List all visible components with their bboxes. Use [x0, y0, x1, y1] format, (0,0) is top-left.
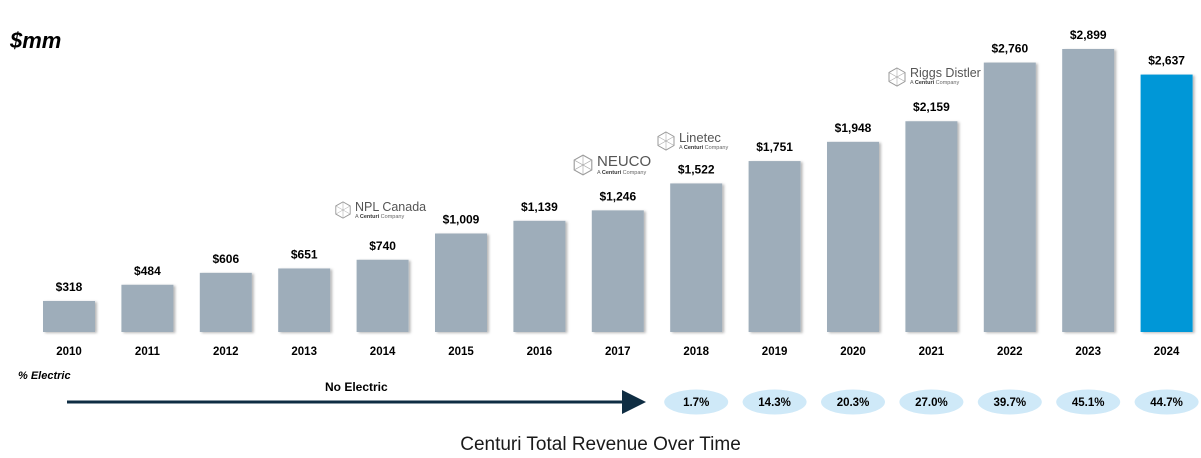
acquisition-tagline: A Centuri Company [355, 214, 405, 220]
acquisition-tagline: A Centuri Company [910, 80, 960, 86]
electric-pill-2024 [1134, 389, 1199, 415]
hexagon-logo-icon [573, 154, 593, 176]
x-tick-label-2012: 2012 [213, 346, 239, 358]
acquisition-name: NEUCO [597, 153, 652, 170]
electric-pill-2020 [821, 389, 885, 415]
value-label-2020: $1,948 [835, 121, 872, 135]
value-label-2010: $318 [56, 280, 83, 294]
value-label-2022: $2,760 [991, 42, 1028, 56]
value-label-2016: $1,139 [521, 200, 558, 214]
x-tick-label-2024: 2024 [1154, 346, 1180, 358]
acquisition-logo-riggs-distler: Riggs Distler A Centuri Company [887, 67, 981, 87]
value-label-2015: $1,009 [443, 213, 480, 227]
bar-2013 [278, 268, 331, 332]
x-tick-label-2013: 2013 [291, 346, 317, 358]
bar-2018 [670, 183, 723, 332]
x-tick-label-2017: 2017 [605, 346, 631, 358]
electric-pct-label-2022: 39.7% [993, 397, 1026, 409]
electric-pill-2019 [742, 389, 807, 415]
bar-2024 [1140, 74, 1193, 332]
unit-label: $mm [10, 28, 62, 53]
x-tick-label-2021: 2021 [919, 346, 945, 358]
x-tick-label-2011: 2011 [135, 346, 161, 358]
value-label-2019: $1,751 [756, 140, 793, 154]
value-label-2017: $1,246 [599, 189, 636, 203]
electric-pct-label-2018: 1.7% [683, 397, 709, 409]
x-tick-label-2022: 2022 [997, 346, 1023, 358]
acquisition-tagline: A Centuri Company [679, 145, 729, 151]
x-tick-label-2015: 2015 [448, 346, 474, 358]
acquisition-logo-linetec: Linetec A Centuri Company [656, 131, 728, 152]
bar-2012 [199, 272, 252, 332]
electric-pill-2018 [664, 389, 729, 415]
chart-caption: Centuri Total Revenue Over Time [460, 434, 741, 455]
bar-2014 [356, 259, 409, 332]
electric-percent-label: % Electric [18, 370, 71, 382]
x-tick-label-2020: 2020 [840, 346, 866, 358]
value-label-2011: $484 [134, 264, 161, 278]
electric-pct-label-2020: 20.3% [837, 397, 870, 409]
value-label-2013: $651 [291, 247, 318, 261]
electric-pct-label-2021: 27.0% [915, 397, 948, 409]
acquisition-name: NPL Canada [355, 200, 427, 214]
hexagon-logo-icon [888, 67, 906, 87]
hexagon-logo-icon [657, 131, 675, 151]
x-tick-label-2019: 2019 [762, 346, 788, 358]
x-tick-label-2016: 2016 [527, 346, 553, 358]
value-label-2012: $606 [212, 252, 239, 266]
value-label-2023: $2,899 [1070, 28, 1107, 42]
bar-2017 [591, 210, 644, 332]
bar-2010 [43, 300, 95, 332]
bar-2015 [435, 233, 487, 332]
hexagon-logo-icon [335, 201, 351, 219]
acquisition-logo-neuco: NEUCO A Centuri Company [572, 154, 651, 177]
bar-2020 [827, 141, 879, 332]
bar-2023 [1062, 49, 1115, 332]
value-label-2021: $2,159 [913, 100, 950, 114]
x-tick-label-2023: 2023 [1075, 346, 1101, 358]
bar-2016 [513, 220, 566, 332]
value-label-2024: $2,637 [1148, 54, 1185, 68]
x-tick-label-2014: 2014 [370, 346, 396, 358]
bar-2021 [905, 121, 958, 332]
no-electric-label: No Electric [325, 380, 388, 394]
x-tick-label-2018: 2018 [683, 346, 709, 358]
acquisition-logo-npl-canada: NPL Canada A Centuri Company [334, 201, 426, 221]
electric-pill-2021 [899, 389, 964, 415]
electric-pill-2022 [977, 389, 1042, 415]
acquisition-name: Riggs Distler [910, 66, 981, 80]
acquisition-tagline: A Centuri Company [597, 170, 647, 176]
bar-2011 [121, 284, 174, 332]
x-tick-label-2010: 2010 [56, 346, 82, 358]
bar-2019 [748, 161, 801, 332]
electric-pct-label-2024: 44.7% [1150, 397, 1183, 409]
electric-pill-2023 [1056, 389, 1121, 415]
electric-pct-label-2023: 45.1% [1072, 397, 1105, 409]
value-label-2014: $740 [369, 239, 396, 253]
electric-pct-label-2019: 14.3% [758, 397, 791, 409]
bar-2022 [983, 62, 1036, 333]
acquisition-name: Linetec [679, 130, 721, 145]
value-label-2018: $1,522 [678, 162, 715, 176]
